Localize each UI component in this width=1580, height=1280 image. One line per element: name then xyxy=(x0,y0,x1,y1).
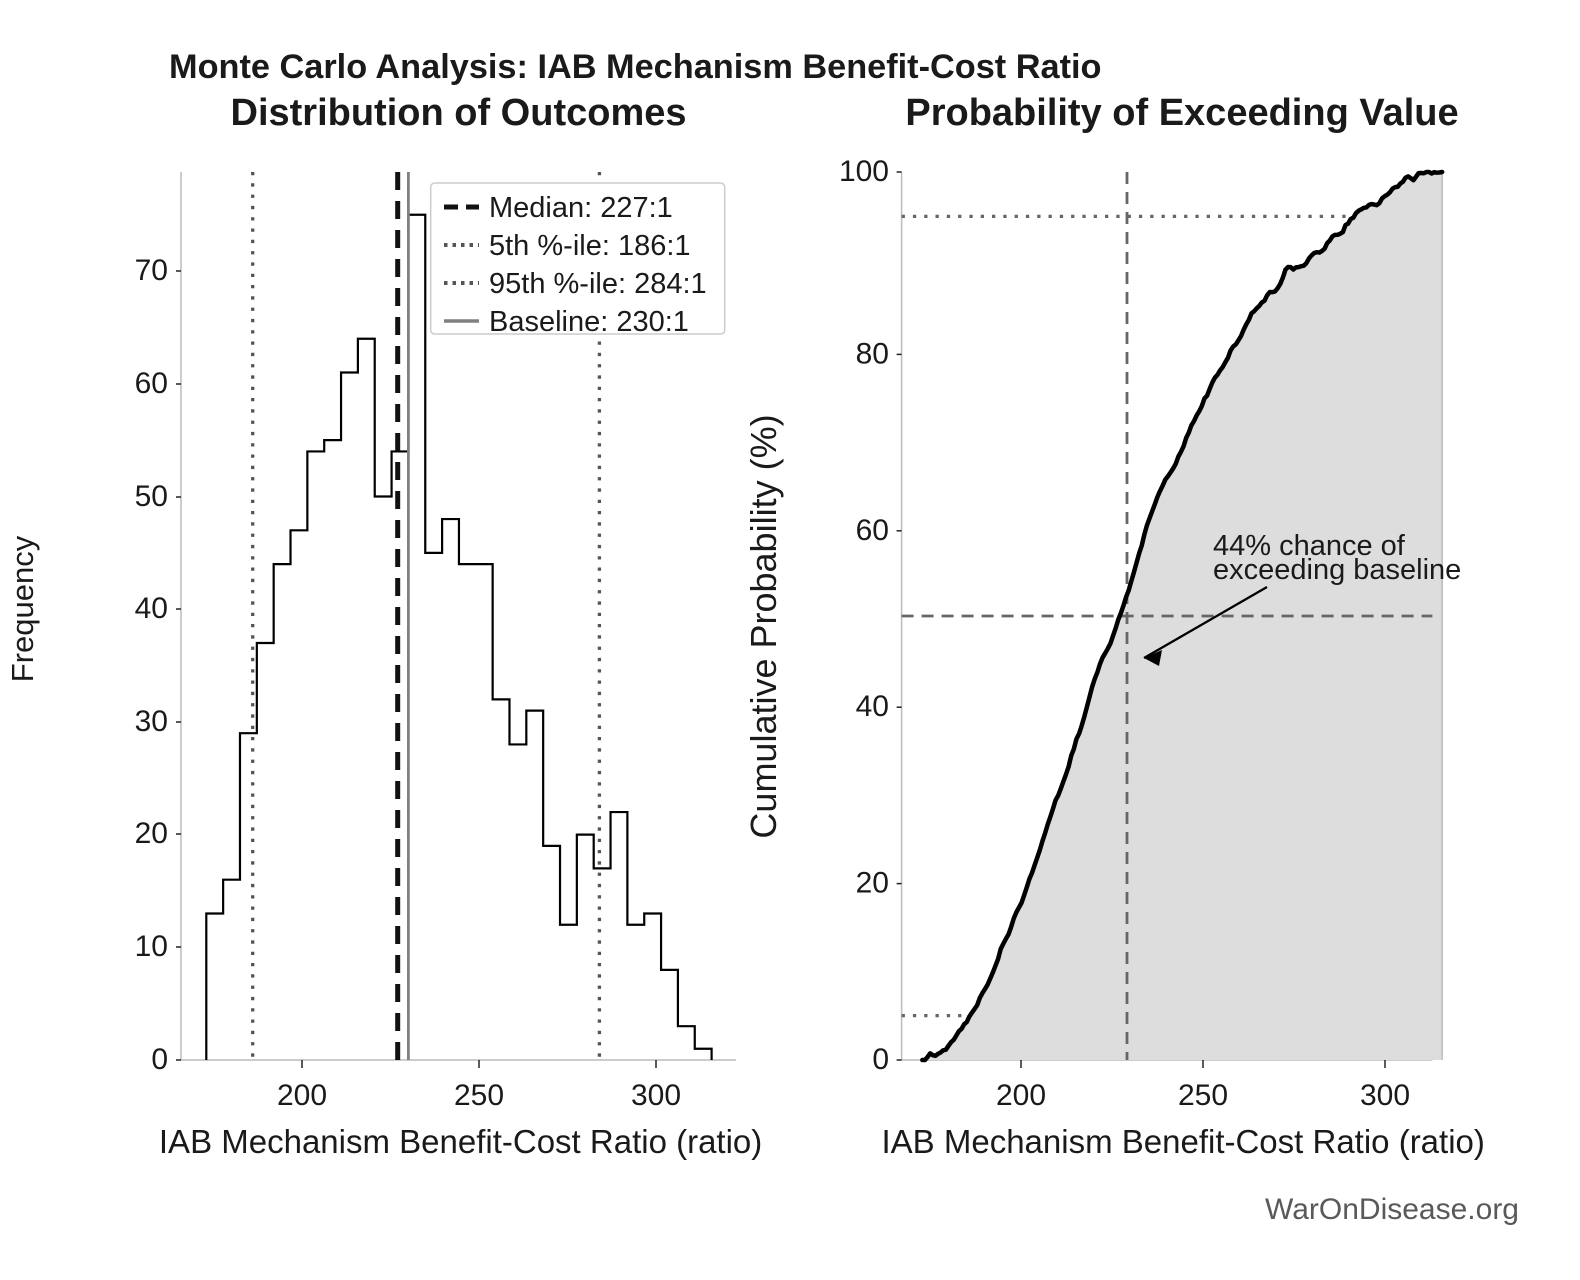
svg-text:Baseline: 230:1: Baseline: 230:1 xyxy=(489,306,689,338)
svg-text:60: 60 xyxy=(135,367,168,400)
svg-text:IAB Mechanism Benefit-Cost Rat: IAB Mechanism Benefit-Cost Ratio (ratio) xyxy=(159,1123,762,1160)
svg-text:300: 300 xyxy=(631,1079,681,1112)
svg-text:20: 20 xyxy=(856,867,889,900)
svg-text:0: 0 xyxy=(151,1043,168,1076)
svg-text:95th %-ile: 284:1: 95th %-ile: 284:1 xyxy=(489,268,707,300)
svg-text:5th %-ile: 186:1: 5th %-ile: 186:1 xyxy=(489,230,691,262)
svg-text:Median: 227:1: Median: 227:1 xyxy=(489,192,673,224)
svg-text:100: 100 xyxy=(839,155,889,188)
svg-text:40: 40 xyxy=(135,592,168,625)
svg-text:Frequency: Frequency xyxy=(5,535,40,682)
svg-text:60: 60 xyxy=(856,514,889,547)
svg-text:250: 250 xyxy=(454,1079,504,1112)
svg-text:200: 200 xyxy=(277,1079,327,1112)
svg-text:300: 300 xyxy=(1360,1079,1410,1112)
svg-text:80: 80 xyxy=(856,337,889,370)
svg-text:40: 40 xyxy=(856,690,889,723)
svg-text:30: 30 xyxy=(135,705,168,738)
svg-text:70: 70 xyxy=(135,254,168,287)
svg-text:Cumulative Probability (%): Cumulative Probability (%) xyxy=(743,414,784,838)
svg-text:IAB Mechanism Benefit-Cost Rat: IAB Mechanism Benefit-Cost Ratio (ratio) xyxy=(882,1123,1485,1160)
svg-text:20: 20 xyxy=(135,817,168,850)
svg-text:0: 0 xyxy=(872,1043,889,1076)
svg-text:50: 50 xyxy=(135,480,168,513)
svg-text:10: 10 xyxy=(135,930,168,963)
svg-text:200: 200 xyxy=(996,1079,1046,1112)
svg-text:250: 250 xyxy=(1178,1079,1228,1112)
svg-text:exceeding baseline: exceeding baseline xyxy=(1213,554,1461,586)
